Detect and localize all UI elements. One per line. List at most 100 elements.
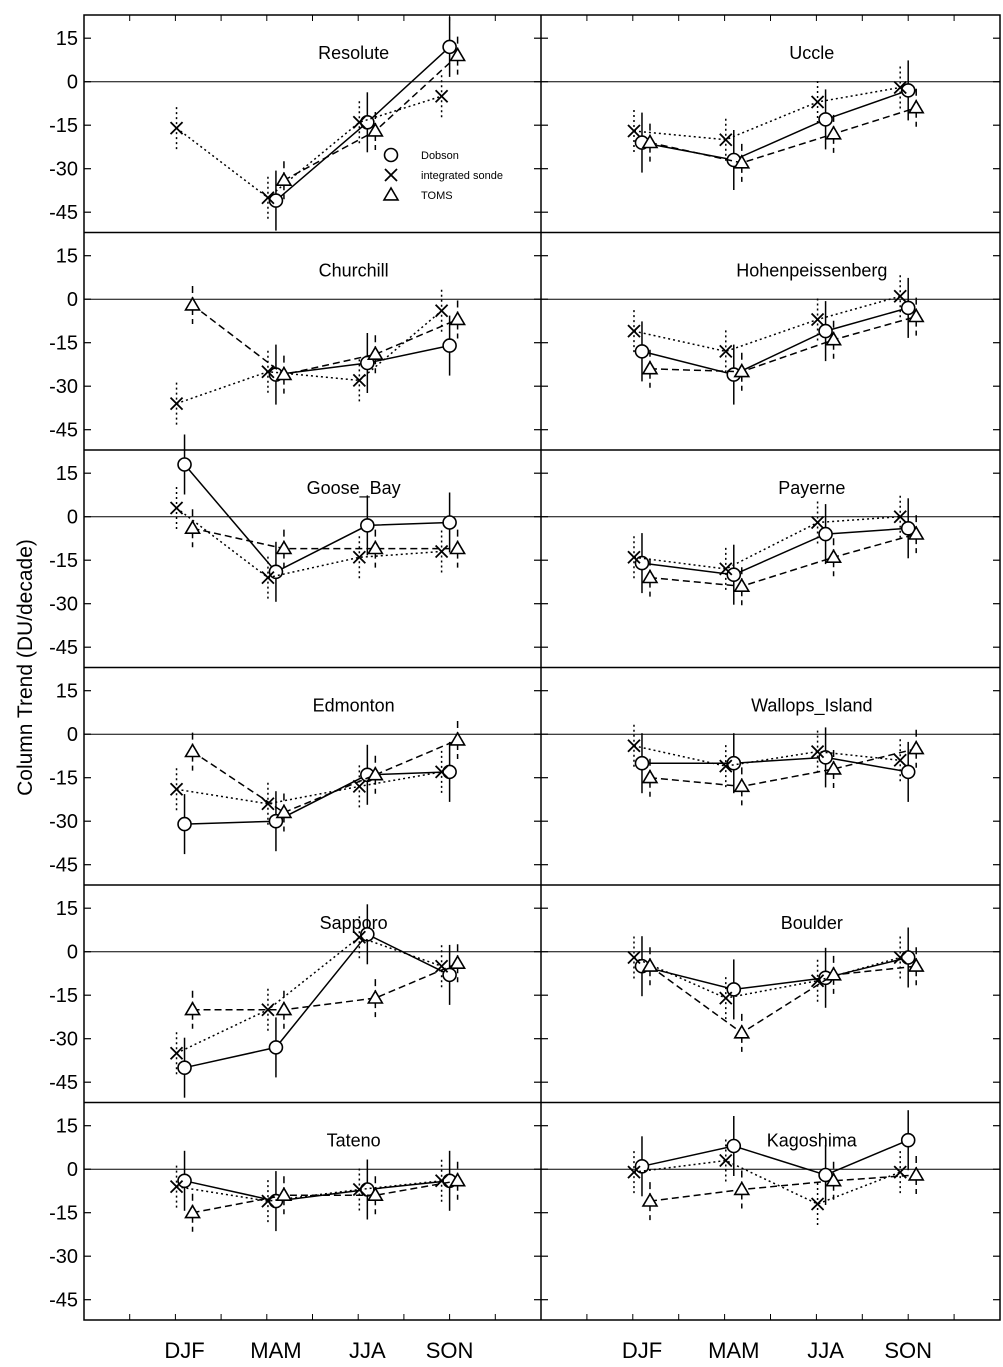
marker-triangle bbox=[641, 360, 659, 375]
panel-payerne: Payerne bbox=[541, 478, 1000, 606]
y-tick-label: -15 bbox=[49, 115, 78, 137]
panel-sapporo: Sapporo bbox=[84, 904, 541, 1098]
series-integrated-sonde bbox=[169, 75, 449, 219]
marker-triangle bbox=[641, 769, 659, 784]
marker-triangle bbox=[825, 548, 842, 564]
series-line bbox=[641, 307, 909, 376]
marker-circle bbox=[177, 816, 192, 832]
series-line bbox=[184, 771, 450, 825]
marker-triangle bbox=[184, 1001, 201, 1016]
marker-circle bbox=[900, 950, 916, 965]
y-tick-label: 15 bbox=[56, 898, 78, 920]
marker-triangle bbox=[449, 954, 466, 970]
marker-circle bbox=[818, 323, 833, 339]
marker-x bbox=[627, 324, 641, 338]
marker-triangle bbox=[275, 171, 293, 186]
marker-triangle bbox=[184, 743, 201, 758]
marker-x bbox=[169, 501, 184, 515]
panel-hohenpeissenberg: Hohenpeissenberg bbox=[541, 261, 1000, 405]
series-dobson bbox=[634, 727, 916, 802]
series-line bbox=[649, 315, 917, 373]
series-line bbox=[176, 936, 442, 1054]
series-line bbox=[633, 956, 901, 999]
marker-circle bbox=[177, 1173, 192, 1189]
marker-triangle bbox=[733, 1024, 751, 1039]
y-tick-label: 0 bbox=[67, 507, 78, 529]
marker-circle bbox=[818, 112, 833, 127]
series-toms bbox=[184, 721, 466, 832]
panel-title: Uccle bbox=[789, 43, 834, 63]
marker-x bbox=[169, 1046, 184, 1060]
marker-circle bbox=[900, 83, 916, 98]
x-tick-label-son: SON bbox=[426, 1338, 474, 1363]
panel-boulder: Boulder bbox=[541, 913, 1000, 1052]
series-dobson bbox=[177, 741, 457, 855]
marker-triangle bbox=[641, 957, 659, 972]
series-line bbox=[633, 1159, 901, 1205]
y-tick-label: -45 bbox=[49, 202, 78, 224]
series-line bbox=[649, 1174, 917, 1202]
series-integrated-sonde bbox=[169, 289, 449, 425]
marker-x bbox=[893, 510, 907, 524]
y-tick-label: -30 bbox=[49, 1029, 78, 1051]
marker-triangle bbox=[907, 308, 925, 323]
marker-x bbox=[893, 80, 907, 95]
marker-x bbox=[261, 1003, 275, 1017]
marker-x bbox=[719, 1153, 733, 1168]
marker-triangle bbox=[733, 777, 751, 793]
marker-triangle bbox=[733, 1180, 751, 1196]
marker-circle bbox=[634, 755, 650, 771]
marker-triangle bbox=[382, 186, 400, 201]
panel-tateno: Tateno bbox=[84, 1131, 541, 1232]
marker-x bbox=[719, 759, 733, 773]
legend: Dobson integrated sonde TOMS bbox=[382, 147, 503, 202]
y-axis-row-3: 15 0 -15 -30 -45 bbox=[49, 681, 1000, 877]
marker-triangle bbox=[641, 569, 659, 584]
panel-title: Payerne bbox=[778, 478, 845, 498]
marker-triangle bbox=[825, 125, 842, 140]
legend-label: integrated sonde bbox=[421, 170, 503, 182]
marker-triangle bbox=[907, 740, 925, 755]
marker-x bbox=[261, 191, 275, 205]
series-toms bbox=[641, 515, 925, 606]
series-line bbox=[641, 956, 909, 991]
panel-title: Goose_Bay bbox=[307, 478, 401, 499]
marker-triangle bbox=[907, 525, 925, 540]
y-tick-label: -15 bbox=[49, 985, 78, 1007]
series-toms bbox=[184, 1161, 466, 1232]
series-line bbox=[192, 527, 458, 550]
marker-x bbox=[719, 344, 733, 359]
marker-triangle bbox=[825, 1172, 842, 1187]
marker-x bbox=[810, 312, 825, 327]
marker-x bbox=[627, 550, 641, 564]
panel-title: Sapporo bbox=[320, 913, 388, 933]
series-integrated-sonde bbox=[627, 1139, 907, 1225]
y-tick-label: 0 bbox=[67, 289, 78, 311]
y-tick-label: -15 bbox=[49, 1203, 78, 1225]
series-line bbox=[649, 965, 917, 1034]
series-integrated-sonde bbox=[627, 936, 907, 1020]
x-tick-label-jja: JJA bbox=[807, 1338, 844, 1363]
marker-triangle bbox=[366, 540, 384, 555]
marker-circle bbox=[726, 567, 742, 583]
marker-x bbox=[434, 89, 449, 103]
marker-circle bbox=[818, 526, 833, 542]
marker-triangle bbox=[907, 957, 925, 972]
series-line bbox=[633, 86, 901, 141]
y-tick-label: -45 bbox=[49, 420, 78, 442]
y-tick-label: -15 bbox=[49, 550, 78, 572]
series-toms bbox=[641, 1156, 925, 1221]
y-tick-label: -45 bbox=[49, 1072, 78, 1094]
marker-circle bbox=[634, 555, 650, 571]
marker-x bbox=[434, 544, 449, 559]
series-integrated-sonde bbox=[627, 275, 907, 373]
marker-triangle bbox=[449, 1172, 466, 1187]
marker-triangle bbox=[907, 99, 925, 114]
marker-circle bbox=[442, 764, 457, 780]
x-tick-label-mam: MAM bbox=[250, 1338, 301, 1363]
marker-x bbox=[627, 124, 641, 138]
panel-resolute: Resolute bbox=[84, 16, 541, 231]
series-toms bbox=[641, 947, 925, 1052]
y-tick-label: 0 bbox=[67, 1159, 78, 1181]
series-line bbox=[184, 1180, 450, 1202]
